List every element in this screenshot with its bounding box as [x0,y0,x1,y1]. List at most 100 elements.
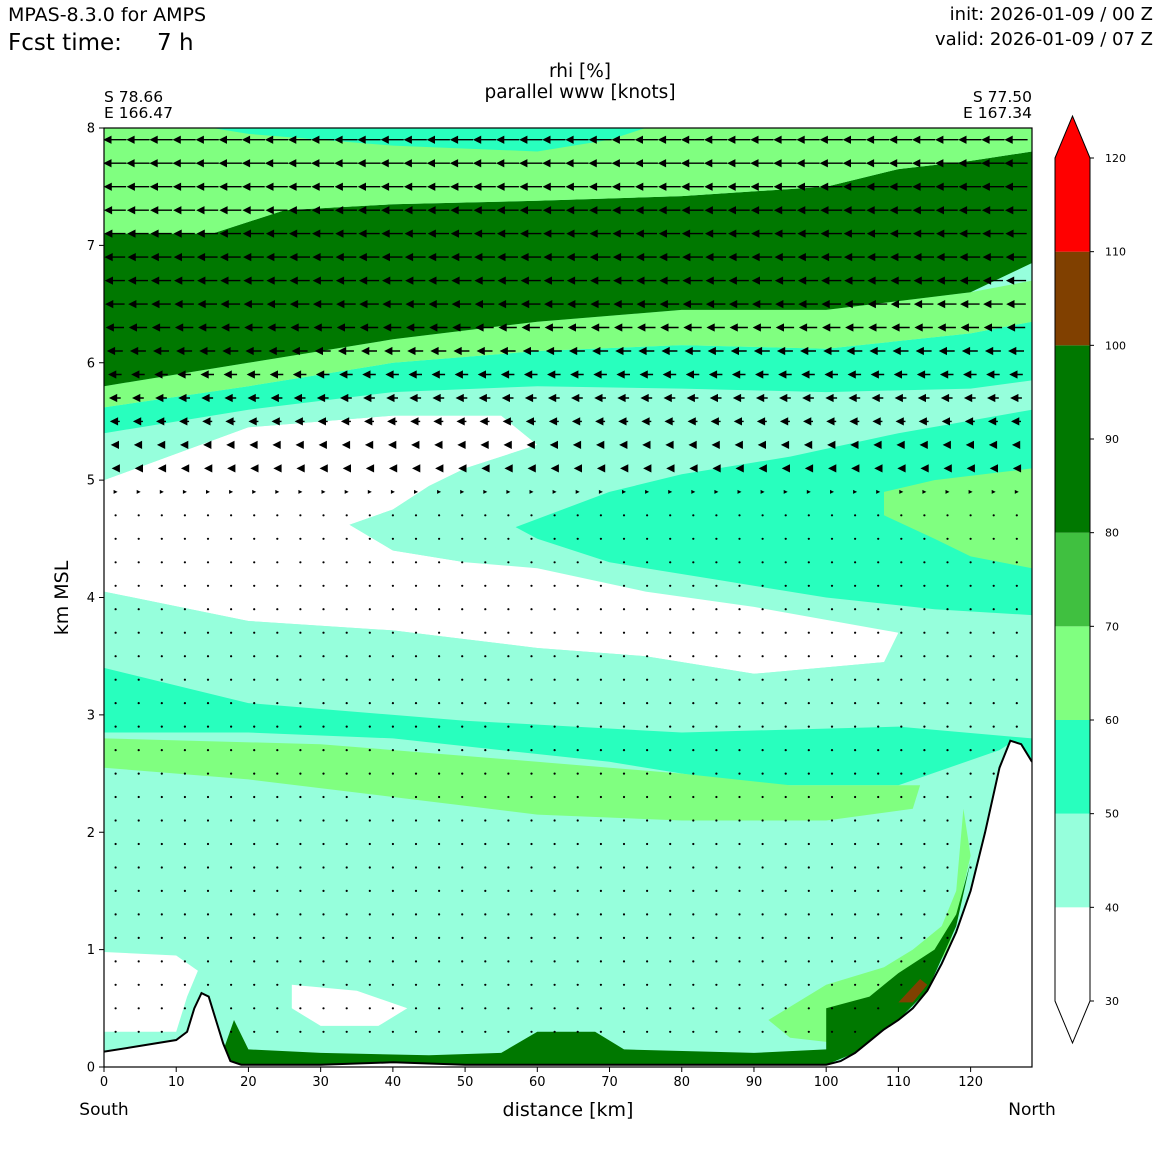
wind-arrow-1364 [288,206,311,215]
colorbar-tick-label-60: 60 [1105,714,1119,727]
wind-dot-642 [253,631,256,634]
wind-dot-857 [599,514,603,517]
wind-arrow-1305 [774,252,796,262]
wind-dot-226 [507,889,510,893]
wind-dot-279 [877,866,880,869]
wind-dot-714 [992,608,995,611]
wind-dot-428 [807,772,810,775]
wind-arrow-1426 [796,182,820,191]
wind-arrow-1479 [172,135,196,144]
wind-arrow-989 [873,440,882,450]
wind-dot-220 [368,889,371,893]
wind-dot-91 [738,983,741,986]
wind-arrow-1137 [592,346,609,356]
wind-arrow-913 [968,489,973,494]
wind-dot-2 [160,1030,163,1033]
wind-arrow-886 [344,489,349,494]
wind-dot-805 [322,537,325,540]
wind-arrow-946 [804,464,814,473]
wind-arrow-1206 [336,299,356,309]
wind-arrow-1350 [889,229,912,238]
x-tick-label-10: 10 [168,1075,185,1090]
wind-dot-13 [461,1030,464,1033]
wind-dot-572 [484,678,487,681]
wind-dot-657 [599,631,603,634]
wind-arrow-1011 [456,417,467,426]
wind-dot-703 [738,608,741,611]
wind-arrow-1031 [918,417,929,426]
wind-dot-435 [969,772,972,775]
wind-dot-17 [553,1030,556,1033]
wind-arrow-1388 [843,206,866,215]
wind-dot-11 [414,1030,418,1033]
wind-dot-860 [669,514,672,517]
wind-arrow-1489 [403,135,427,144]
wind-dot-730 [438,584,441,587]
wind-arrow-1299 [635,252,657,262]
wind-dot-420 [622,772,626,775]
wind-dot-205 [877,913,880,916]
wind-arrow-1229 [867,299,888,309]
wind-dot-249 [183,866,186,869]
wind-dot-406 [299,772,302,775]
wind-arrow-1433 [958,182,982,191]
wind-dot-53 [646,1007,649,1010]
wind-dot-603 [276,655,279,658]
wind-arrow-1180 [660,323,679,332]
wind-arrow-1362 [242,206,265,215]
wind-arrow-949 [874,464,883,473]
wind-arrow-1284 [289,252,310,262]
wind-dot-274 [761,866,764,869]
wind-arrow-1459 [634,159,658,168]
wind-dot-673 [969,631,972,634]
wind-arrow-1477 [126,135,150,144]
wind-arrow-1264 [751,276,772,285]
wind-arrow-917 [134,464,143,473]
wind-dot-455 [530,749,533,752]
wind-dot-188 [484,913,487,916]
wind-dot-37 [276,1007,279,1010]
wind-dot-658 [622,631,626,634]
wind-dot-409 [368,772,371,775]
wind-dot-88 [669,983,672,986]
wind-dot-62 [854,1007,857,1010]
wind-dot-300 [484,842,487,846]
wind-dot-482 [253,725,256,728]
wind-dot-260 [438,866,441,869]
wind-dot-754 [992,584,995,587]
wind-dot-364 [206,795,210,799]
colorbar-band-3 [1055,626,1090,720]
wind-dot-130 [830,960,834,963]
wind-dot-127 [761,960,764,963]
wind-arrow-1338 [612,229,634,238]
wind-arrow-1230 [890,299,911,309]
wind-arrow-914 [991,489,996,494]
wind-dot-478 [160,725,163,728]
wind-dot-610 [438,655,441,658]
wind-arrow-1092 [477,370,492,379]
wind-dot-310 [715,842,718,846]
wind-arrow-968 [388,440,397,450]
wind-dot-583 [738,678,741,681]
wind-arrow-1373 [496,206,519,215]
wind-dot-557 [137,678,140,681]
wind-arrow-1448 [380,159,404,168]
wind-dot-297 [414,842,418,846]
wind-dot-800 [206,537,210,540]
wind-dot-114 [461,960,464,963]
wind-arrow-1380 [658,206,681,215]
wind-dot-627 [830,655,834,658]
wind-arrow-945 [781,464,790,473]
wind-arrow-1040 [201,393,214,403]
wind-dot-456 [553,749,556,752]
wind-dot-834 [992,537,995,540]
wind-dot-564 [299,678,302,681]
wind-dot-592 [946,678,949,681]
wind-dot-504 [761,725,764,728]
wind-arrow-1033 [964,417,975,426]
wind-arrow-1078 [154,370,168,379]
wind-dot-618 [622,655,626,658]
terrain-group [104,739,1032,1067]
wind-arrow-1197 [128,299,148,309]
